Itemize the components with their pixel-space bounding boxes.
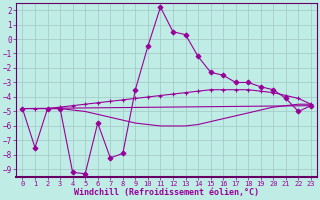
X-axis label: Windchill (Refroidissement éolien,°C): Windchill (Refroidissement éolien,°C) (74, 188, 259, 197)
